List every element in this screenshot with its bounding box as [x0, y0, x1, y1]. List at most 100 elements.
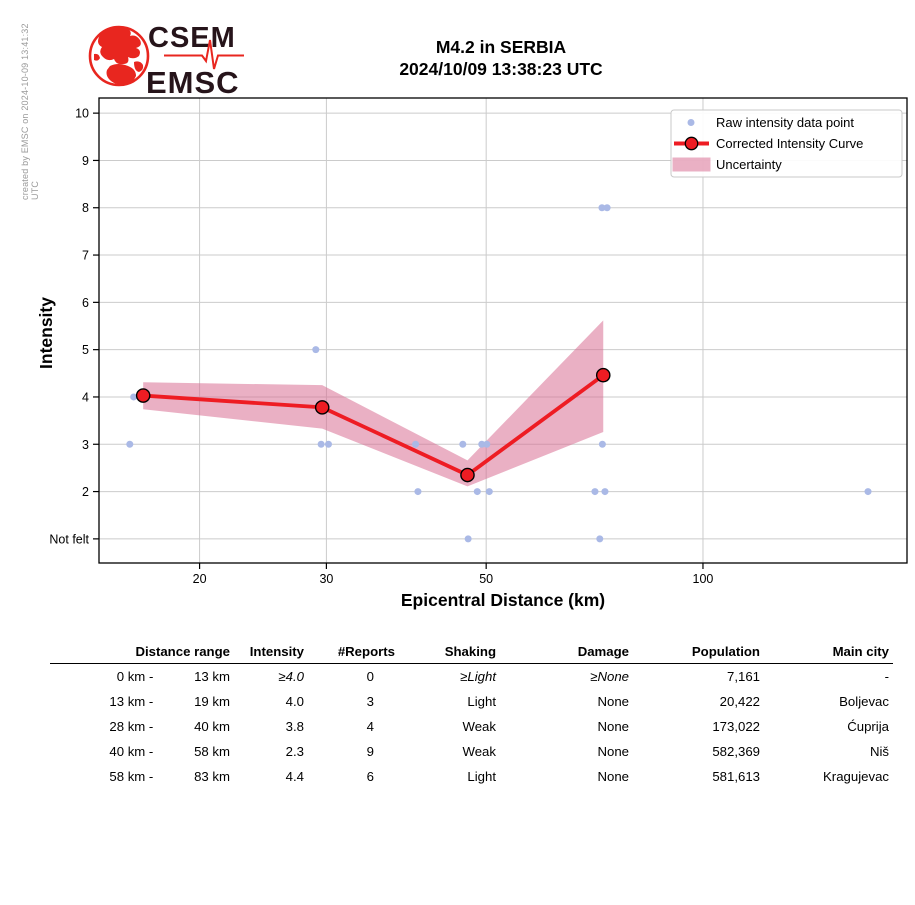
globe-icon — [88, 25, 150, 87]
raw-intensity-point — [603, 204, 611, 212]
svg-text:3: 3 — [82, 438, 89, 452]
raw-intensity-point — [596, 535, 604, 543]
table-row: 0 km - 13 km ≥4.0 0 ≥Light ≥None 7,161 - — [50, 664, 893, 689]
svg-text:2: 2 — [82, 485, 89, 499]
summary-table: Distance range Intensity #Reports Shakin… — [50, 639, 893, 789]
table-row: 28 km - 40 km 3.8 4 Weak None 173,022 Ću… — [50, 714, 893, 739]
cell-damage: ≥None — [590, 669, 629, 684]
raw-intensity-point — [483, 440, 491, 448]
chart-title-line1: M4.2 in SERBIA — [435, 37, 567, 57]
plot-border — [98, 97, 908, 564]
table-row: 40 km - 58 km 2.3 9 Weak None 582,369 Ni… — [50, 739, 893, 764]
cell-main-city: Boljevac — [839, 694, 889, 709]
svg-text:50: 50 — [479, 572, 493, 586]
header-population: Population — [691, 643, 760, 659]
cell-population: 20,422 — [719, 694, 760, 709]
raw-intensity-point — [312, 346, 320, 354]
emsc-logo: CSEM EMSC — [88, 22, 244, 100]
cell-reports: 4 — [366, 719, 374, 734]
cell-shaking: Weak — [462, 744, 496, 759]
cell-main-city: Ćuprija — [847, 719, 889, 734]
chart-title: M4.2 in SERBIA 2024/10/09 13:38:23 UTC — [95, 36, 907, 80]
raw-intensity-point — [864, 488, 872, 496]
curve-marker — [460, 467, 475, 483]
raw-intensity-points — [126, 204, 872, 543]
range-from: 13 km - — [109, 694, 157, 709]
raw-intensity-point — [485, 488, 493, 496]
svg-text:10: 10 — [75, 107, 89, 121]
cell-intensity: ≥4.0 — [278, 669, 304, 684]
cell-intensity: 4.0 — [285, 694, 304, 709]
cell-shaking: Light — [467, 694, 496, 709]
cell-reports: 3 — [366, 694, 374, 709]
corrected-intensity-curve — [135, 367, 611, 483]
table-header-row: Distance range Intensity #Reports Shakin… — [50, 639, 893, 664]
table-row: 13 km - 19 km 4.0 3 Light None 20,422 Bo… — [50, 689, 893, 714]
legend-band-icon — [672, 157, 711, 172]
svg-text:30: 30 — [319, 572, 333, 586]
range-to: 40 km — [194, 719, 230, 734]
y-axis-label: Intensity — [36, 297, 56, 369]
svg-text:9: 9 — [82, 154, 89, 168]
cell-main-city: - — [884, 669, 889, 684]
range-to: 13 km — [194, 669, 230, 684]
cell-intensity: 3.8 — [285, 719, 304, 734]
svg-text:20: 20 — [193, 572, 207, 586]
y-axis-ticks: Not felt 2 3 4 5 6 7 8 9 10 — [49, 107, 99, 546]
legend: Raw intensity data point Corrected Intens… — [670, 109, 903, 178]
cell-shaking: Weak — [462, 719, 496, 734]
raw-intensity-point — [459, 440, 467, 448]
x-axis-ticks: 20 30 50 100 — [193, 563, 714, 586]
cell-intensity: 2.3 — [285, 744, 304, 759]
raw-intensity-point — [464, 535, 472, 543]
range-to: 19 km — [194, 694, 230, 709]
curve-marker — [135, 388, 151, 403]
legend-label-band: Uncertainty — [716, 157, 782, 172]
raw-intensity-point — [591, 488, 599, 496]
raw-intensity-point — [601, 488, 609, 496]
raw-intensity-point — [478, 440, 486, 448]
cell-damage: None — [597, 769, 629, 784]
cell-shaking: Light — [467, 769, 496, 784]
cell-population: 582,369 — [712, 744, 760, 759]
raw-intensity-point — [414, 488, 422, 496]
raw-intensity-point — [412, 440, 420, 448]
chart-title-line2: 2024/10/09 13:38:23 UTC — [399, 59, 603, 79]
header-main-city: Main city — [832, 643, 889, 659]
raw-intensity-point — [324, 440, 332, 448]
intensity-chart: 20 30 50 100 Not felt 2 3 4 5 6 7 8 9 10 Intensity Epic… — [36, 97, 908, 610]
legend-label-raw: Raw intensity data point — [716, 115, 854, 130]
legend-box — [670, 109, 903, 178]
cell-main-city: Niš — [869, 744, 889, 759]
range-from: 40 km - — [109, 744, 157, 759]
range-to: 58 km — [194, 744, 230, 759]
svg-text:8: 8 — [82, 201, 89, 215]
cell-shaking: ≥Light — [460, 669, 496, 684]
raw-intensity-point — [598, 204, 606, 212]
svg-text:100: 100 — [693, 572, 714, 586]
raw-intensity-point — [130, 393, 138, 401]
table-row: 58 km - 83 km 4.4 6 Light None 581,613 K… — [50, 764, 893, 789]
raw-intensity-point — [126, 440, 134, 448]
svg-text:4: 4 — [82, 390, 89, 404]
raw-intensity-point — [598, 440, 606, 448]
cell-intensity: 4.4 — [285, 769, 304, 784]
cell-reports: 9 — [366, 744, 374, 759]
raw-intensity-point — [473, 488, 481, 496]
svg-text:Not felt: Not felt — [49, 532, 89, 546]
range-from: 0 km - — [116, 669, 157, 684]
header-distance-range: Distance range — [135, 643, 230, 659]
svg-text:6: 6 — [82, 296, 89, 310]
x-axis-label: Epicentral Distance (km) — [401, 590, 605, 610]
range-to: 83 km — [194, 769, 230, 784]
cell-reports: 6 — [366, 769, 374, 784]
range-from: 28 km - — [109, 719, 157, 734]
cell-population: 7,161 — [726, 669, 760, 684]
cell-reports: 0 — [366, 669, 374, 684]
logo-text-emsc: EMSC — [146, 65, 240, 100]
raw-intensity-point — [317, 440, 325, 448]
svg-text:5: 5 — [82, 343, 89, 357]
header-shaking: Shaking — [444, 643, 496, 659]
uncertainty-band — [143, 320, 604, 487]
